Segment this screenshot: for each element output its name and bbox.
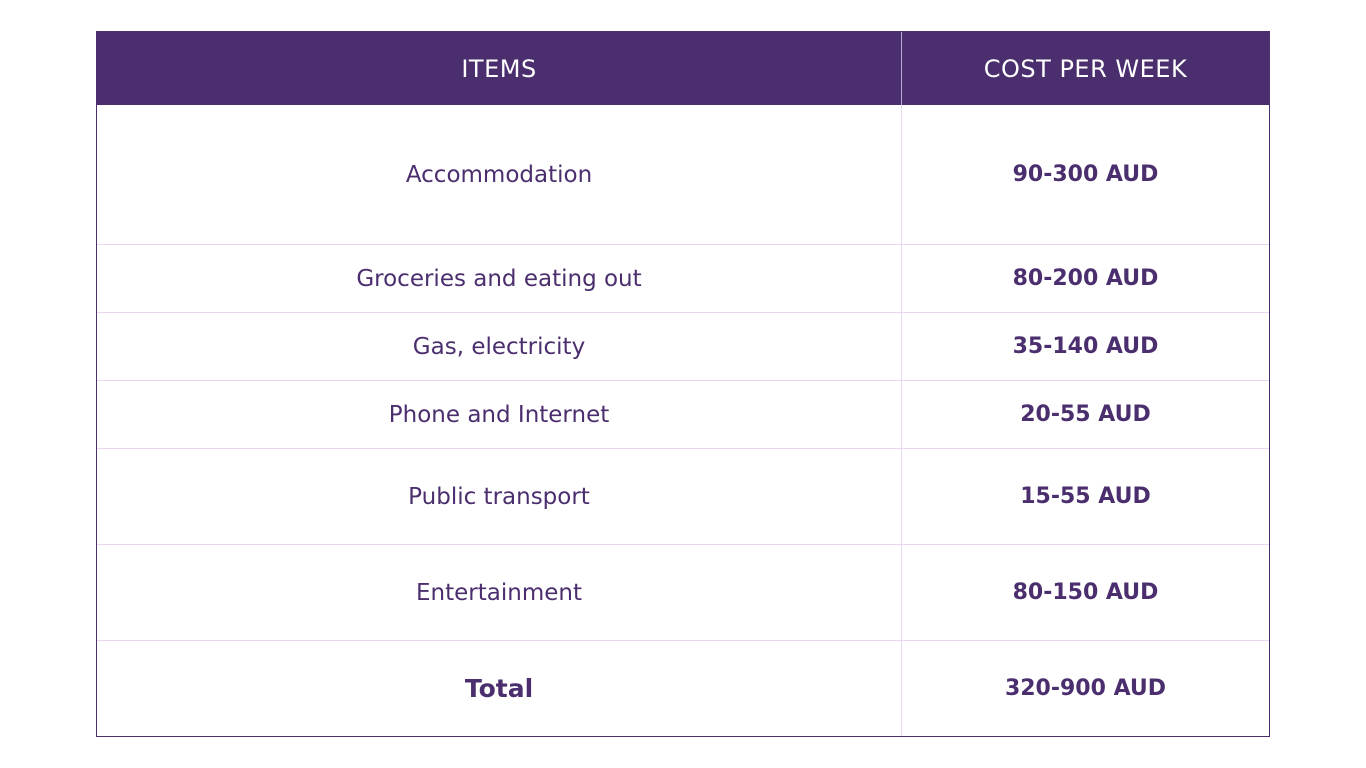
item-cell: Public transport [97,449,902,544]
cost-cell: 15-55 AUD [1020,484,1151,509]
total-label: Total [97,641,902,736]
table-row: Groceries and eating out 80-200 AUD [97,245,1269,313]
header-items: ITEMS [97,32,902,105]
cost-cell: 90-300 AUD [1012,162,1159,187]
total-cost: 320-900 AUD [1004,676,1167,701]
cost-table: ITEMS COST PER WEEK Accommodation 90-300… [96,31,1270,737]
table-header-row: ITEMS COST PER WEEK [97,32,1269,105]
header-cost-per-week: COST PER WEEK [983,54,1188,83]
table-total-row: Total 320-900 AUD [97,641,1269,736]
item-cell: Phone and Internet [97,381,902,448]
item-cell: Gas, electricity [97,313,902,380]
cost-cell: 35-140 AUD [1012,334,1159,359]
cost-cell: 20-55 AUD [1020,402,1151,427]
cost-cell: 80-150 AUD [1012,580,1159,605]
table-row: Phone and Internet 20-55 AUD [97,381,1269,449]
item-cell: Accommodation [97,105,902,244]
table-row: Public transport 15-55 AUD [97,449,1269,545]
table-row: Gas, electricity 35-140 AUD [97,313,1269,381]
item-cell: Groceries and eating out [97,245,902,312]
table-row: Accommodation 90-300 AUD [97,105,1269,245]
table-row: Entertainment 80-150 AUD [97,545,1269,641]
item-cell: Entertainment [97,545,902,640]
cost-cell: 80-200 AUD [1012,266,1159,291]
